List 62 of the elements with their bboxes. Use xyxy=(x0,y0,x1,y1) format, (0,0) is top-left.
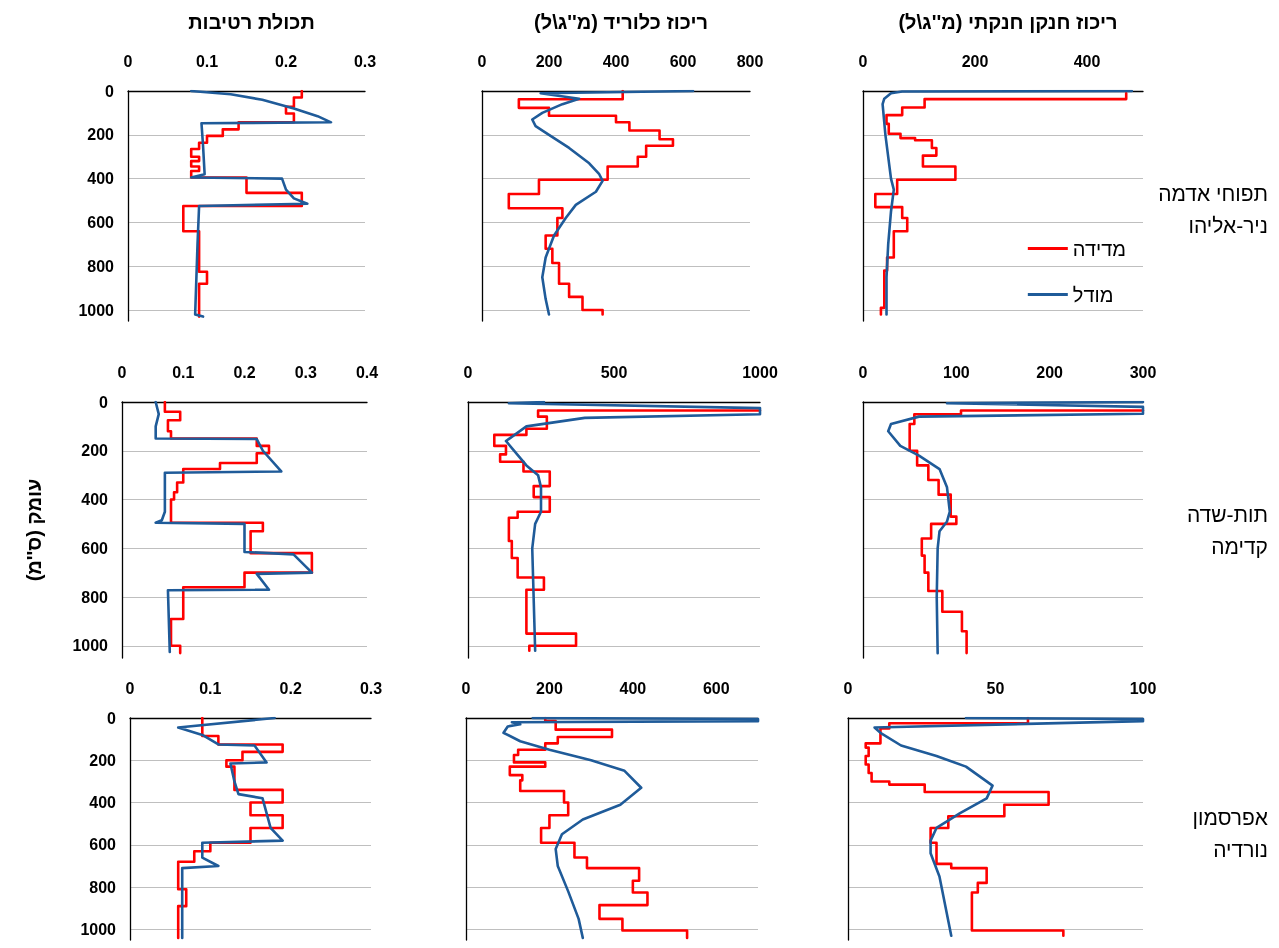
y-tick-label: 200 xyxy=(87,126,115,144)
legend-label: מדידה xyxy=(1072,237,1126,260)
x-tick-label: 100 xyxy=(942,363,970,381)
y-tick-label: 800 xyxy=(81,588,109,606)
legend-label: מודל xyxy=(1072,283,1114,306)
y-tick-label: 400 xyxy=(89,794,117,812)
line-series xyxy=(189,89,333,318)
text: תות-שדה קדימה xyxy=(1185,502,1268,561)
x-tick-label: 0.2 xyxy=(233,363,256,381)
x-tick-label: 200 xyxy=(961,52,989,70)
x-tick-label: 0.3 xyxy=(294,363,317,381)
x-tick-label: 0.3 xyxy=(353,52,377,70)
x-tick-label: 0 xyxy=(125,679,135,697)
x-tick-label: 0.2 xyxy=(279,679,302,697)
y-tick-label: 800 xyxy=(87,257,115,275)
x-tick-label: 0.4 xyxy=(355,363,379,381)
y-tick-label: 400 xyxy=(87,170,115,188)
x-tick-label: 0.2 xyxy=(274,52,298,70)
x-tick-label: 400 xyxy=(619,679,647,697)
x-tick-label: 200 xyxy=(1036,363,1064,381)
chart-title: ריכוז כלוריד (מ''ג\ל) xyxy=(534,11,708,33)
x-tick-label: 0.1 xyxy=(199,679,222,697)
x-tick-label: 0 xyxy=(858,363,868,381)
x-tick-label: 0 xyxy=(463,363,473,381)
y-tick-label: 1000 xyxy=(78,301,115,319)
x-tick-label: 800 xyxy=(736,52,764,70)
y-tick-label: 1000 xyxy=(80,920,117,938)
x-tick-label: 50 xyxy=(986,679,1005,697)
x-tick-label: 0 xyxy=(461,679,471,697)
x-tick-label: 100 xyxy=(1129,679,1157,697)
x-tick-label: 0.3 xyxy=(359,679,383,697)
x-tick-label: 0 xyxy=(477,52,487,70)
text: אפרסמון נורדיה xyxy=(1191,805,1268,864)
x-tick-label: 300 xyxy=(1129,363,1157,381)
y-tick-label: 1000 xyxy=(72,637,109,655)
x-tick-label: 0 xyxy=(843,679,853,697)
y-tick-label: 600 xyxy=(81,539,109,557)
x-tick-label: 200 xyxy=(535,52,563,70)
y-tick-label: 200 xyxy=(89,751,117,769)
y-tick-label: 800 xyxy=(89,878,117,896)
x-tick-label: 400 xyxy=(1073,52,1101,70)
x-tick-label: 600 xyxy=(702,679,730,697)
x-tick-label: 0.1 xyxy=(172,363,195,381)
y-tick-label: 600 xyxy=(87,213,115,231)
y-tick-label: 0 xyxy=(105,82,115,100)
y-tick-label: 600 xyxy=(89,836,117,854)
y-tick-label: 200 xyxy=(81,442,109,460)
x-tick-label: 600 xyxy=(669,52,697,70)
x-tick-label: 500 xyxy=(600,363,628,381)
x-tick-label: 0 xyxy=(858,52,868,70)
chart-title: ריכוז חנקן חנקתי (מ''ג\ל) xyxy=(898,11,1118,33)
y-tick-label: 0 xyxy=(99,393,109,411)
x-tick-label: 0.1 xyxy=(195,52,219,70)
chart-title: תכולת רטיבות xyxy=(188,11,315,33)
x-tick-label: 200 xyxy=(536,679,563,697)
x-tick-label: 1000 xyxy=(742,363,778,381)
x-tick-label: 400 xyxy=(602,52,630,70)
text: תפוחי אדמה ניר-אליהו xyxy=(1157,181,1268,240)
x-tick-label: 0 xyxy=(123,52,133,70)
y-tick-label: 400 xyxy=(81,491,109,509)
y-axis-title: עומק (ס''מ) xyxy=(23,478,45,582)
y-tick-label: 0 xyxy=(107,709,117,727)
